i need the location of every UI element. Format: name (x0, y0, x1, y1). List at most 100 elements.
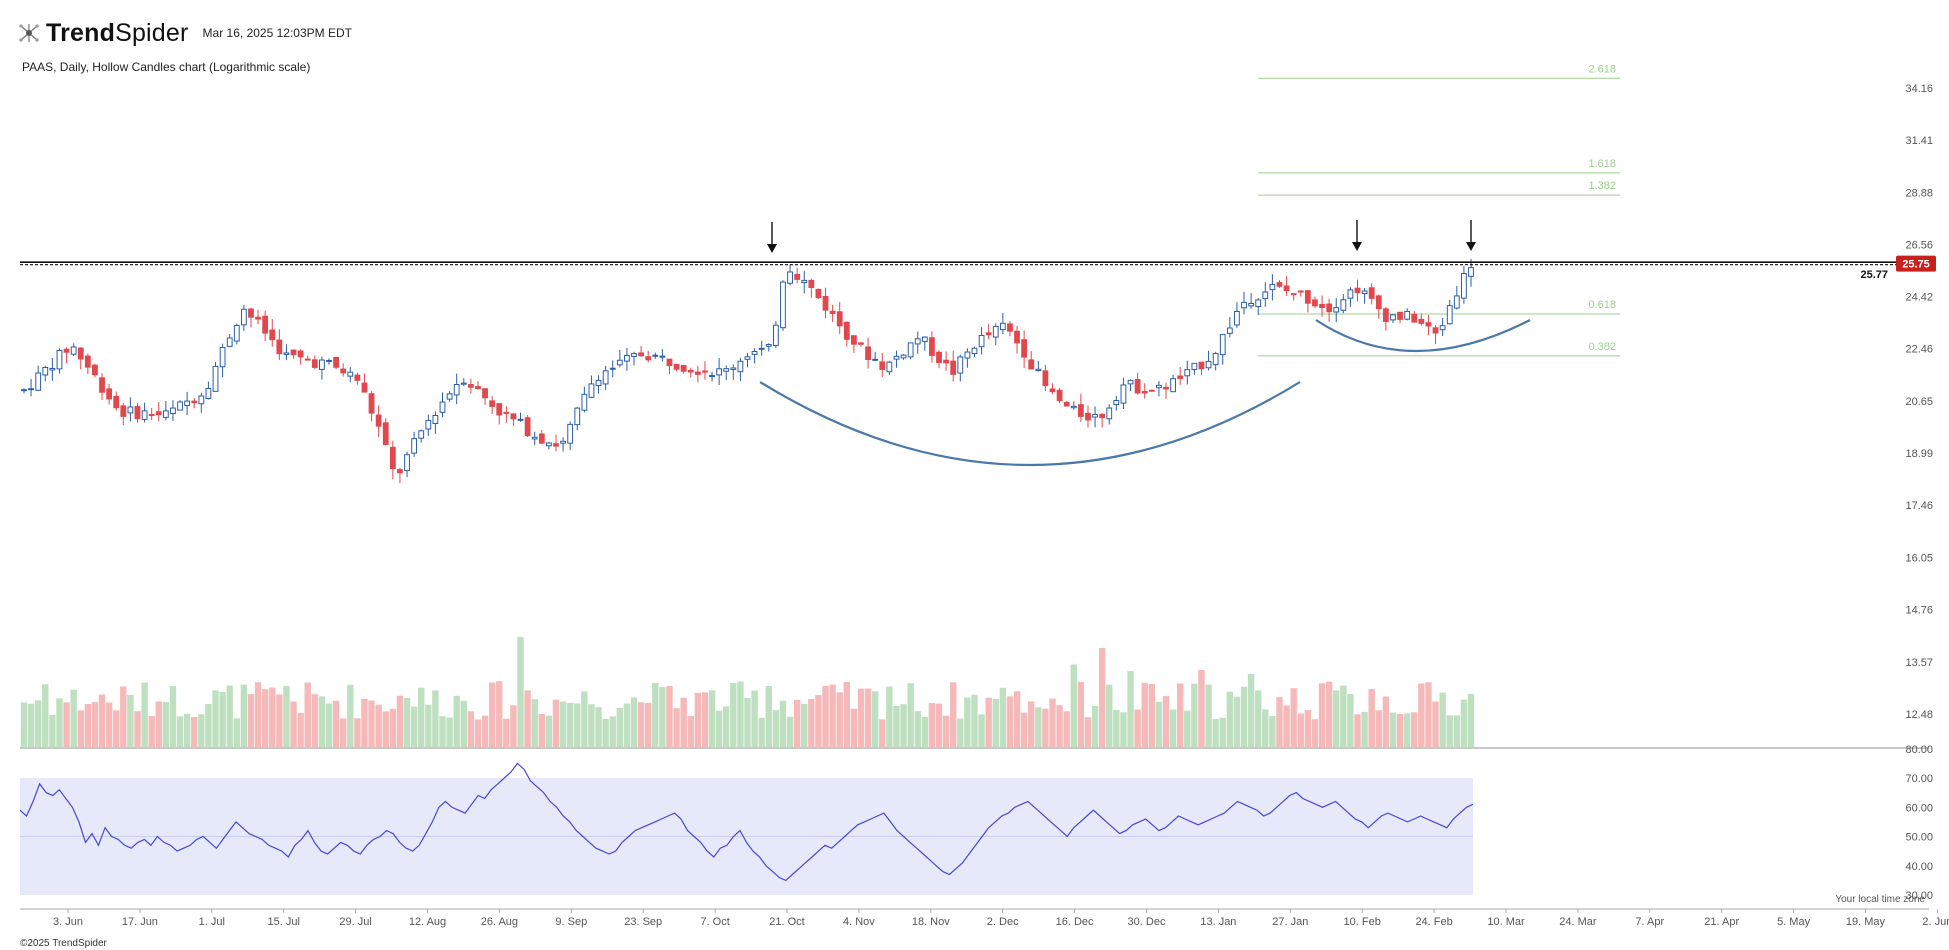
x-axis-label: 4. Nov (843, 916, 875, 928)
candle-down (694, 371, 701, 375)
volume-bar (1418, 683, 1425, 747)
candle-down (1198, 361, 1205, 370)
x-axis-label: 26. Aug (481, 916, 518, 928)
volume-bar (1176, 683, 1184, 747)
volume-bar (389, 708, 397, 747)
candle-up (453, 384, 460, 396)
candle-down (155, 411, 162, 416)
candle-down (496, 403, 503, 416)
volume-bar (439, 716, 446, 747)
candle-down (92, 364, 98, 376)
volume-bar (680, 697, 687, 747)
volume-bar (1361, 711, 1368, 747)
volume-bar (609, 716, 616, 747)
volume-bar (659, 687, 666, 747)
candle-up (184, 400, 191, 407)
candle-up (1347, 289, 1354, 299)
candle-down (645, 356, 652, 361)
copyright: ©2025 TrendSpider (20, 938, 107, 949)
volume-bar (1020, 712, 1028, 747)
candle-down (1418, 318, 1425, 324)
volume-bar (339, 718, 347, 747)
x-axis-label: 12. Aug (409, 916, 446, 928)
x-axis-label: 2. Jun (1922, 916, 1949, 928)
volume-bar (212, 690, 219, 747)
candle-down (985, 332, 992, 336)
volume-bar (623, 703, 631, 747)
rsi-axis-label: 80.00 (1905, 744, 1933, 756)
volume-bar (396, 695, 404, 747)
volume-bar (169, 686, 177, 747)
candle-down (1411, 313, 1418, 323)
candle-down (290, 349, 297, 356)
candle-up (1226, 327, 1233, 334)
candle-up (240, 308, 247, 326)
volume-bar (425, 704, 432, 747)
price-axis-label: 18.99 (1905, 448, 1933, 460)
trendspider-logo-icon (19, 24, 39, 42)
candle-up (531, 436, 538, 440)
x-axis-label: 21. Oct (769, 916, 804, 928)
handle-arc (1315, 319, 1531, 353)
volume-bar (1439, 692, 1446, 747)
volume-bar (1382, 696, 1390, 747)
volume-bar (1460, 699, 1468, 747)
volume-bar (1290, 688, 1297, 747)
candle-up (602, 370, 609, 385)
volume-bar (432, 690, 439, 747)
candle-up (631, 353, 637, 357)
candle-up (439, 401, 446, 413)
volume-bar (1077, 681, 1085, 747)
candle-down (1283, 285, 1290, 292)
candle-down (1141, 391, 1148, 394)
volume-bar (566, 702, 574, 747)
volume-bar (1375, 710, 1382, 747)
volume-bar (985, 697, 992, 747)
volume-bar (1247, 673, 1255, 747)
candle-up (914, 338, 921, 345)
candle-up (1120, 384, 1127, 404)
candle-up (765, 344, 772, 347)
candle-down (84, 355, 91, 368)
candle-down (1177, 375, 1184, 379)
candle-down (248, 308, 254, 318)
volume-bar (602, 718, 609, 747)
volume-bar (1028, 701, 1035, 747)
candle-up (446, 393, 453, 400)
volume-bar (488, 682, 496, 747)
volume-bar (1226, 691, 1234, 747)
candle-down (113, 395, 120, 409)
axes: 34.16 31.41 28.88 26.56 24.42 22.46 20.65 18.99… (20, 83, 1949, 928)
candle-down (1382, 308, 1389, 322)
volume-bar (538, 713, 545, 747)
candle-up (624, 355, 630, 362)
candle-up (1269, 283, 1276, 291)
x-axis-label: 17. Jun (122, 916, 158, 928)
candle-up (992, 326, 999, 338)
volume-bar (857, 688, 865, 747)
volume-bar (34, 700, 42, 747)
volume-bar (559, 701, 567, 747)
candle-down (340, 368, 347, 374)
price-axis-label: 20.65 (1905, 396, 1933, 408)
volume-bar (1354, 714, 1361, 747)
candle-up (1191, 362, 1198, 371)
rsi-line (19, 762, 1474, 882)
volume-bar (1198, 670, 1205, 747)
candles (21, 258, 1474, 484)
candle-up (1092, 413, 1098, 418)
volume-bar (233, 718, 240, 747)
candle-up (737, 360, 744, 373)
volume-bar (737, 681, 744, 747)
rsi-axis-label: 50.00 (1905, 832, 1933, 844)
price-axis-label: 22.46 (1905, 344, 1933, 356)
price-axis-label: 34.16 (1905, 83, 1933, 95)
volume-bar (20, 702, 28, 747)
volume-bar (162, 702, 170, 747)
candle-up (418, 430, 425, 439)
candle-down (524, 417, 531, 437)
volume-bar (496, 681, 503, 747)
volume-bar (1148, 684, 1156, 747)
candle-up (1205, 360, 1212, 369)
